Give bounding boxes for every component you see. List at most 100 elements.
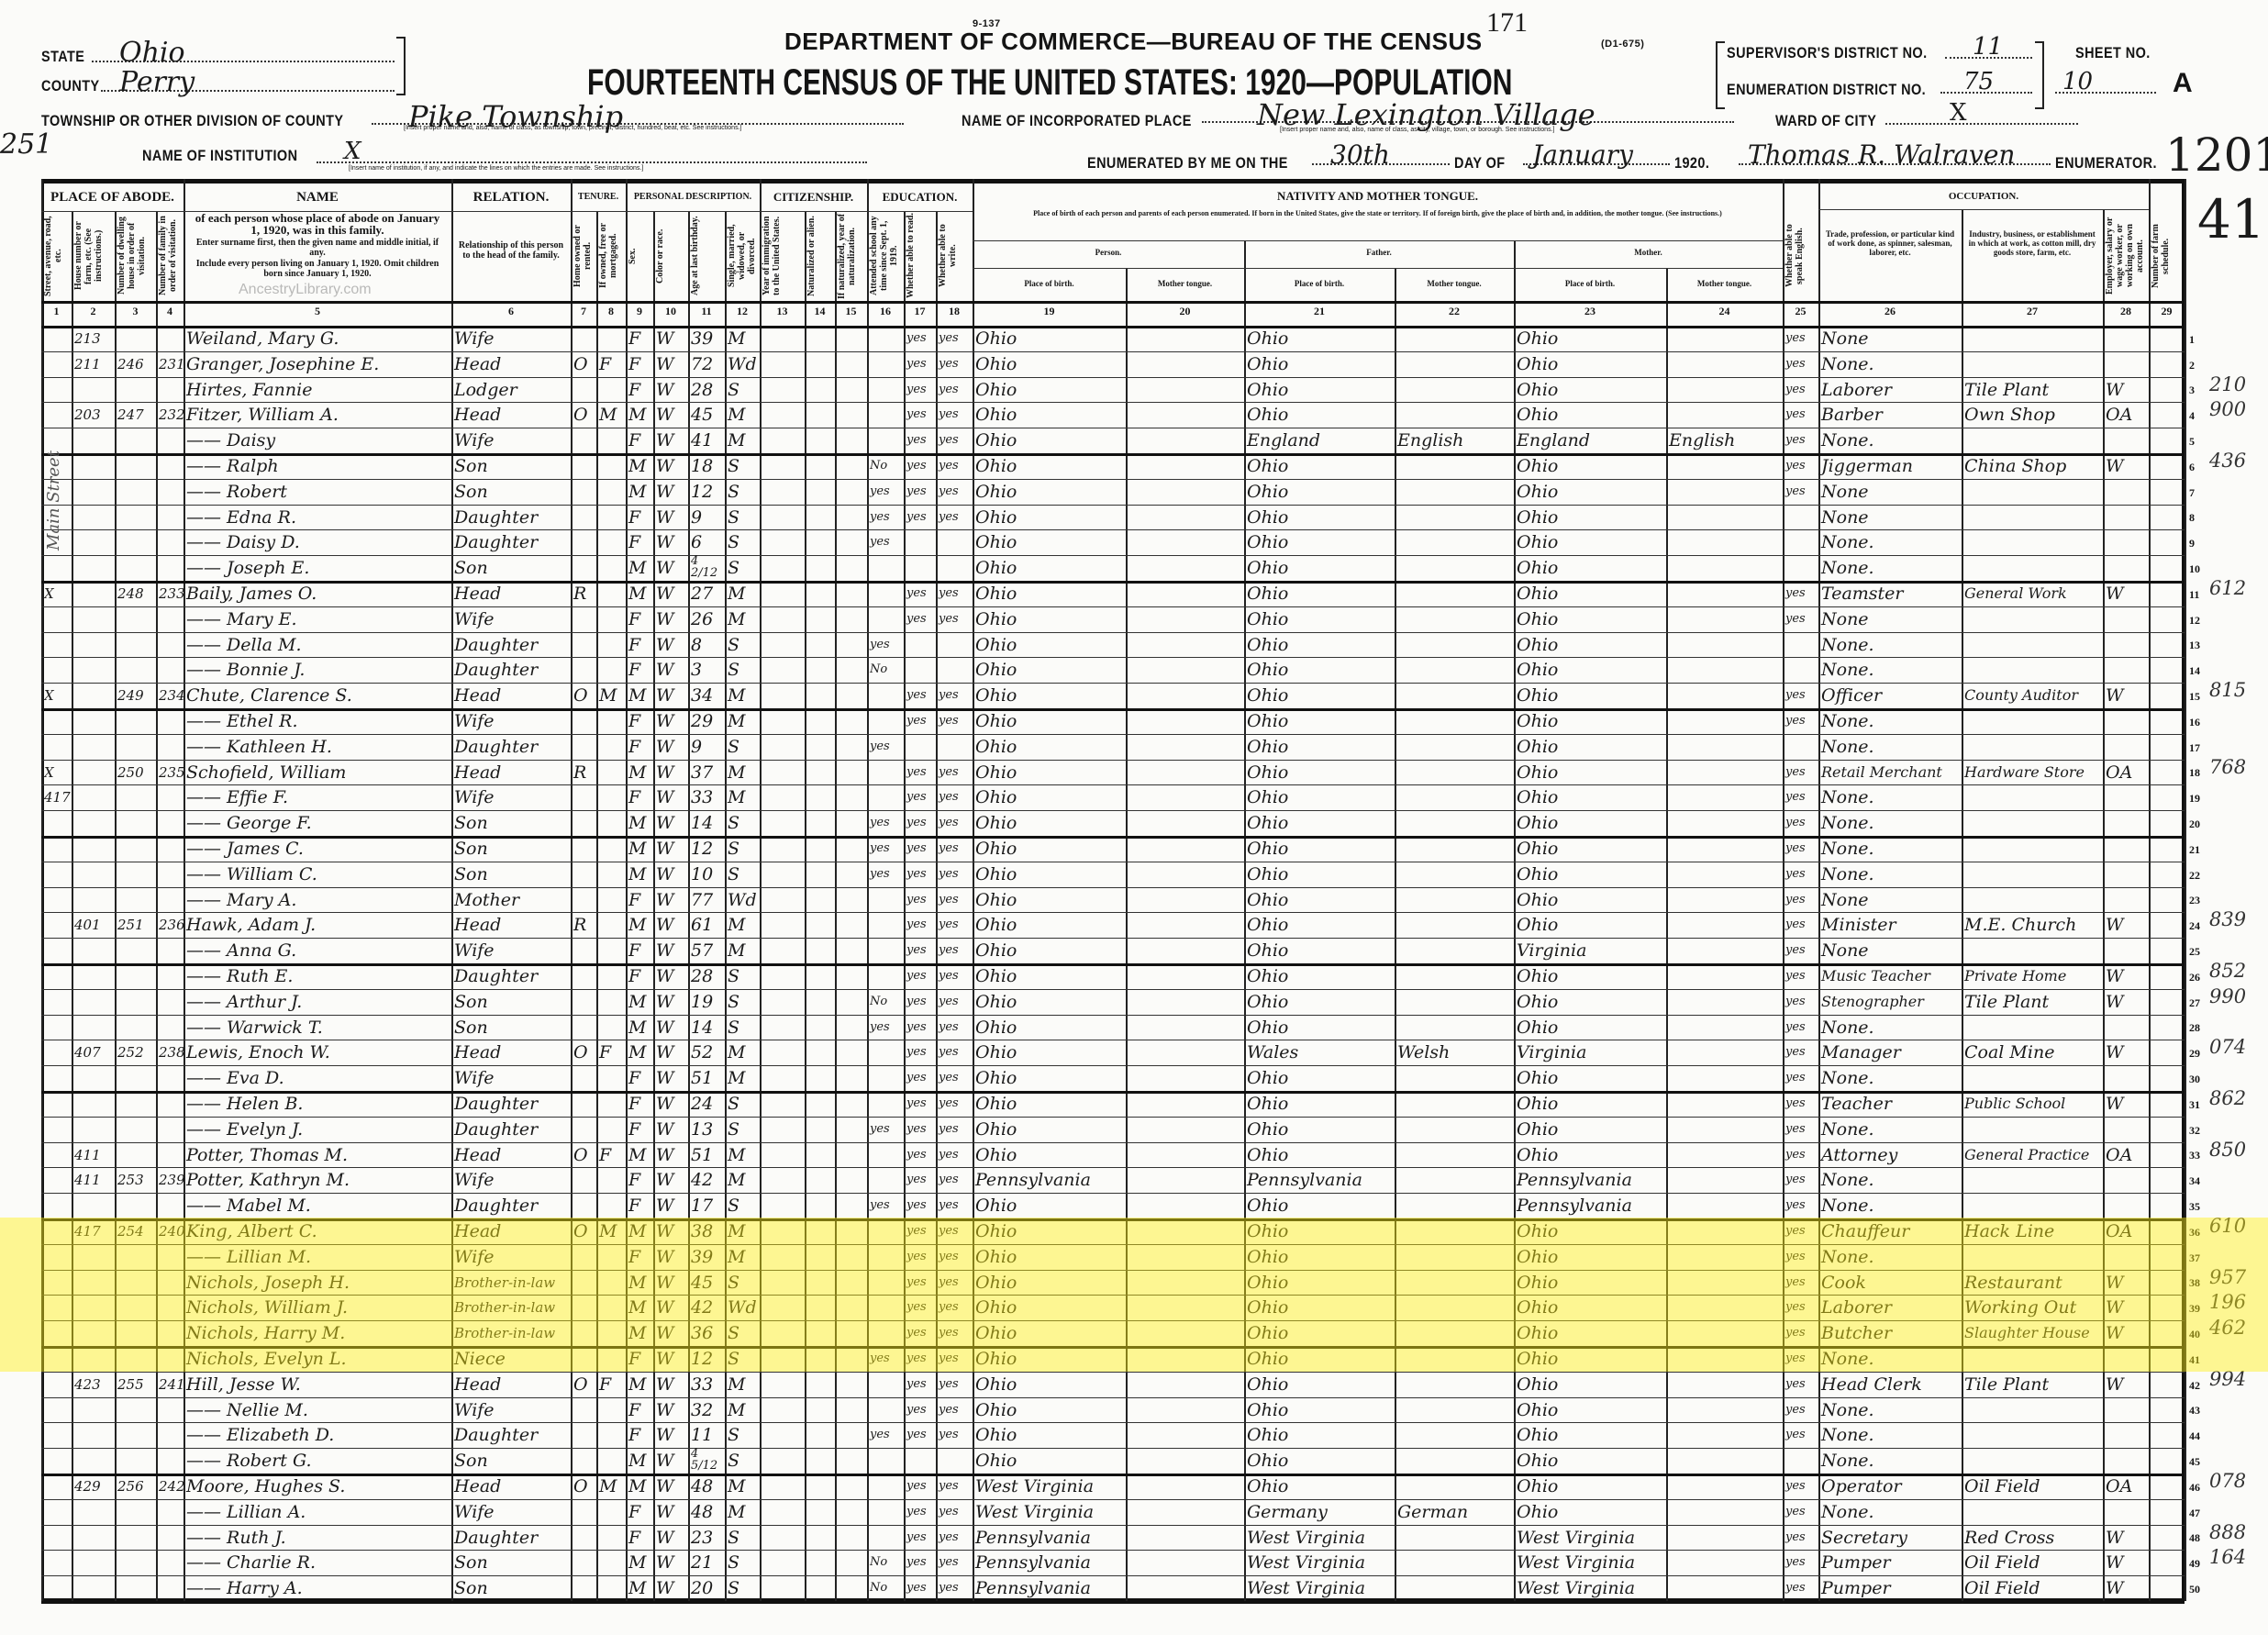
cell-bp: Ohio	[975, 1323, 1017, 1344]
cell-bp: Ohio	[975, 991, 1017, 1012]
cell-write: yes	[939, 790, 959, 805]
cell-read: yes	[906, 714, 927, 728]
cell-fbp: Ohio	[1247, 660, 1289, 681]
line-number: 36	[2189, 1225, 2200, 1239]
cell-bp: Ohio	[975, 608, 1017, 629]
cell-class: W	[2106, 1272, 2124, 1293]
cell-mbp: Ohio	[1517, 660, 1559, 681]
cell-fbp: Ohio	[1247, 940, 1289, 962]
cell-industry: Tile Plant	[1964, 379, 2050, 400]
cell-sex: M	[628, 685, 647, 706]
cell-sex: M	[628, 1144, 647, 1165]
line-number: 27	[2189, 995, 2200, 1009]
cell-read: yes	[906, 1479, 927, 1493]
column-number-5: 5	[315, 305, 320, 317]
row-divider	[41, 1193, 2185, 1195]
cell-english: yes	[1785, 586, 1806, 600]
cell-mtongue: English	[1669, 430, 1736, 451]
cell-bp: Ohio	[975, 1374, 1017, 1395]
person-mother-tongue: Mother tongue.	[1157, 279, 1213, 288]
cell-read: yes	[906, 816, 927, 830]
column-number-13: 13	[776, 305, 788, 317]
cell-house: 411	[74, 1172, 101, 1189]
line-number: 8	[2189, 511, 2195, 525]
cell-read: yes	[906, 459, 927, 473]
cell-mbp: England	[1517, 430, 1591, 451]
column-divider	[571, 179, 573, 1601]
cell-name: Chute, Clarence S.	[186, 685, 352, 706]
cell-fbp: Ohio	[1247, 328, 1289, 349]
line-number: 10	[2189, 562, 2200, 576]
cell-bp: Ohio	[975, 456, 1017, 476]
column-header-2: House number or farm, etc. (See instruct…	[73, 221, 104, 291]
cell-occupation: Chauffeur	[1821, 1221, 1910, 1241]
cell-occupation: Manager	[1821, 1042, 1901, 1063]
cell-marital: S	[728, 1451, 740, 1472]
cell-fbp: Ohio	[1247, 1323, 1289, 1344]
column-number-19: 19	[1043, 305, 1055, 317]
cell-name: —— Arthur J.	[186, 991, 303, 1012]
cell-dwelling: 246	[117, 355, 144, 373]
cell-english: yes	[1785, 611, 1806, 626]
cell-mbp: Ohio	[1517, 736, 1559, 757]
cell-tenure: O	[573, 405, 588, 426]
cell-occupation: None.	[1821, 430, 1874, 451]
row-divider	[41, 886, 2185, 888]
cell-write: yes	[939, 1555, 959, 1570]
cell-write: yes	[939, 331, 959, 345]
cell-relation: Son	[454, 481, 488, 502]
column-header-27: Industry, business, or establishment in …	[1968, 229, 2096, 257]
cell-name: —— Mary E.	[186, 608, 297, 629]
cell-sex: F	[628, 966, 641, 986]
cell-name: King, Albert C.	[186, 1221, 317, 1241]
cell-relation: Son	[454, 1552, 488, 1574]
cell-english: yes	[1785, 459, 1806, 473]
line-number: 16	[2189, 715, 2200, 729]
cell-age: 9	[691, 506, 703, 528]
cell-industry: General Work	[1964, 584, 2067, 602]
column-number-28: 28	[2120, 305, 2131, 317]
line-number: 23	[2189, 894, 2200, 907]
cell-write: yes	[939, 1300, 959, 1315]
cell-relation: Brother-in-law	[454, 1299, 556, 1317]
table-row: —— Bonnie J. Daughter F W 3 S No Ohio Ohio Ohio No…	[0, 657, 2268, 683]
cell-english: yes	[1785, 1045, 1806, 1060]
cell-read: yes	[906, 943, 927, 958]
cell-bp: Ohio	[975, 634, 1017, 655]
cell-occupation: None.	[1821, 1399, 1874, 1420]
cell-name: Baily, James O.	[186, 584, 317, 604]
cell-bp: Ohio	[975, 1297, 1017, 1318]
cell-ftongue: English	[1397, 430, 1464, 451]
cell-marital: S	[728, 634, 740, 655]
column-divider	[904, 211, 906, 1601]
cell-industry: Private Home	[1964, 967, 2067, 984]
cell-age: 51	[691, 1144, 714, 1165]
cell-write: yes	[939, 1529, 959, 1544]
cell-relation: Head	[454, 1144, 502, 1165]
cell-name: —— Effie F.	[186, 787, 288, 808]
cell-name: Nichols, William J.	[186, 1297, 348, 1318]
enumeration-label: Enumeration District No.	[1727, 81, 1927, 98]
cell-race: W	[656, 328, 674, 349]
cell-age: 4 5/12	[691, 1447, 718, 1474]
cell-bp: Ohio	[975, 379, 1017, 400]
cell-industry: Oil Field	[1964, 1552, 2040, 1574]
cell-age: 72	[691, 353, 714, 374]
cell-race: W	[656, 915, 674, 936]
cell-name: —— William C.	[186, 863, 317, 884]
township-label: Township or other division of county	[41, 112, 344, 129]
cell-mbp: Ohio	[1517, 405, 1559, 426]
cell-bp: Ohio	[975, 532, 1017, 553]
cell-mbp: Pennsylvania	[1517, 1196, 1632, 1217]
cell-fbp: Ohio	[1247, 1297, 1289, 1318]
department-heading: DEPARTMENT OF COMMERCE—BUREAU OF THE CEN…	[784, 28, 1483, 55]
margin-note: 164	[2209, 1546, 2247, 1569]
cell-sex: F	[628, 1094, 641, 1114]
cell-mbp: Ohio	[1517, 762, 1559, 783]
cell-write: yes	[939, 433, 959, 448]
cell-name: —— Mabel M.	[186, 1196, 311, 1217]
cell-sex: M	[628, 1451, 647, 1472]
cell-fbp: Ohio	[1247, 1144, 1289, 1165]
cell-name: —— Eva D.	[186, 1068, 284, 1089]
